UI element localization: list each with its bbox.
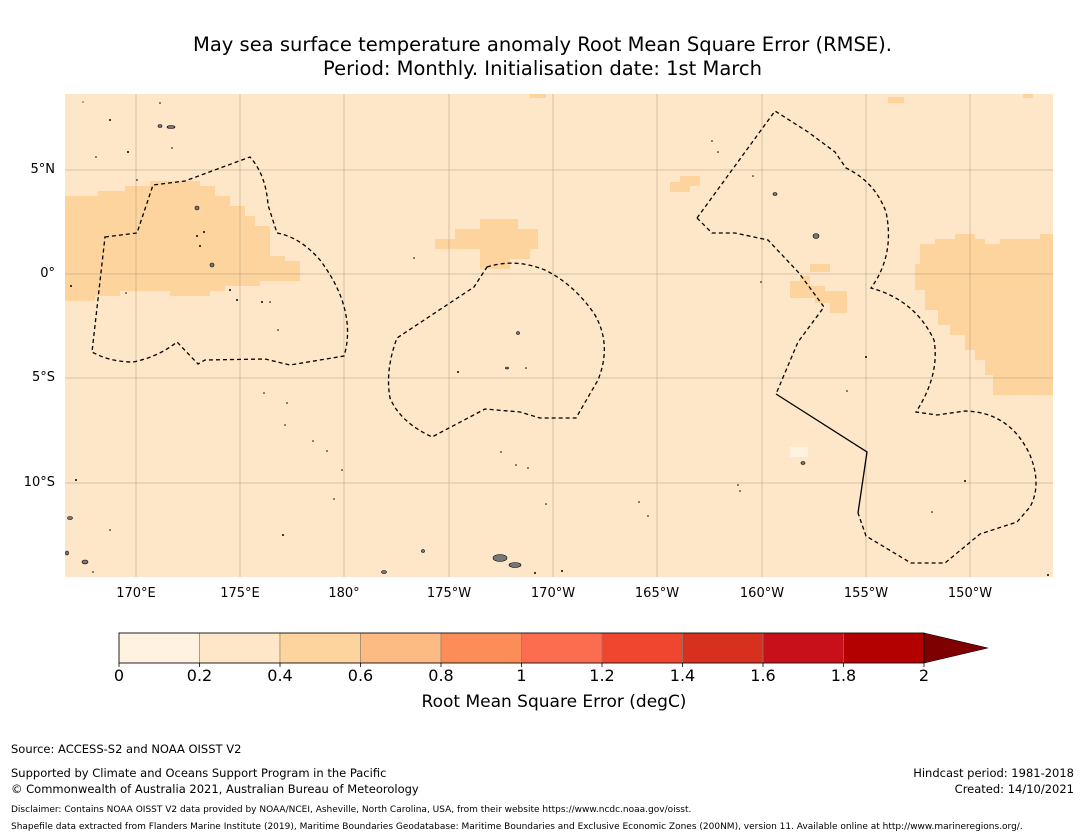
island-samoa-1: [492, 554, 508, 562]
colorbar-segment: [440, 632, 522, 664]
colorbar-segment: [762, 632, 844, 664]
copyright-text: © Commonwealth of Australia 2021, Austra…: [11, 782, 419, 796]
colorbar-tick: 2: [918, 666, 930, 685]
colorbar-segment: [521, 632, 603, 664]
created-text: Created: 14/10/2021: [954, 782, 1074, 796]
island-samoa-2: [508, 562, 522, 568]
colorbar-segment: [199, 632, 281, 664]
colorbar-segment: [360, 632, 442, 664]
lon-tick: 165°W: [634, 586, 680, 601]
colorbar-segment: [601, 632, 683, 664]
colorbar-tick: 0.4: [267, 666, 293, 685]
lon-tick: 170°E: [116, 586, 156, 601]
eez-boundary-line-islands: [696, 110, 1037, 564]
colorbar-label: Root Mean Square Error (degC): [421, 692, 687, 712]
lon-tick: 175°E: [220, 586, 260, 601]
colorbar-segment: [118, 632, 200, 664]
rmse-patch-west: [65, 181, 300, 301]
map-background: [65, 94, 1053, 577]
colorbar-tick: 1.4: [669, 666, 696, 685]
lon-tick: 180°: [328, 586, 360, 601]
colorbar-segment: [682, 632, 764, 664]
lon-tick: 175°W: [426, 586, 472, 601]
chart-title: May sea surface temperature anomaly Root…: [193, 33, 892, 56]
rmse-patch-small: [810, 264, 830, 272]
colorbar-tick: 0.2: [186, 666, 213, 685]
rmse-patch-central: [435, 219, 538, 269]
colorbar-tick: 0.6: [347, 666, 374, 685]
colorbar-tick: 1.6: [750, 666, 776, 685]
rmse-patch-top1: [888, 97, 904, 103]
colorbar-segment: [843, 632, 925, 664]
colorbar-extend-arrow: [923, 632, 989, 664]
gridlines: [65, 94, 1053, 577]
eez-boundary-phoenix: [387, 262, 605, 438]
eez-line-islands-inner: [696, 217, 825, 395]
shapefile-text: Shapefile data extracted from Flanders M…: [11, 822, 1023, 832]
hindcast-text: Hindcast period: 1981-2018: [913, 766, 1074, 780]
colorbar-tick: 1.2: [589, 666, 615, 685]
lat-tick: 5°S: [31, 370, 55, 385]
colorbar-tick: 1: [516, 666, 527, 685]
lat-tick: 10°S: [23, 475, 55, 490]
rmse-patch-north: [670, 176, 700, 192]
colorbar-segment: [279, 632, 361, 664]
chart-subtitle: Period: Monthly. Initialisation date: 1s…: [323, 57, 762, 80]
supported-text: Supported by Climate and Oceans Support …: [11, 766, 387, 780]
low-rmse-patch: [790, 447, 808, 457]
colorbar-tick: 1.8: [830, 666, 857, 685]
lon-tick: 155°W: [843, 586, 889, 601]
rmse-patch-mid-east: [790, 276, 847, 313]
colorbar: [118, 632, 989, 667]
islets: [70, 101, 1049, 576]
lat-tick: 0°: [40, 266, 55, 281]
source-text: Source: ACCESS-S2 and NOAA OISST V2: [11, 742, 242, 756]
islands: [65, 124, 820, 574]
lon-tick: 160°W: [739, 586, 785, 601]
colorbar-tick: 0.8: [428, 666, 454, 685]
lon-tick: 150°W: [947, 586, 993, 601]
eez-boundary-solid: [775, 393, 868, 514]
disclaimer-text: Disclaimer: Contains NOAA OISST V2 data …: [11, 805, 692, 815]
rmse-patch-top3: [1023, 94, 1033, 98]
colorbar-tick: 0: [113, 666, 125, 685]
lat-tick: 5°N: [30, 162, 56, 177]
lon-tick: 170°W: [530, 586, 576, 601]
rmse-patch-top2: [530, 94, 546, 98]
rmse-map: [65, 94, 1053, 577]
eez-boundaries: [91, 110, 1037, 564]
